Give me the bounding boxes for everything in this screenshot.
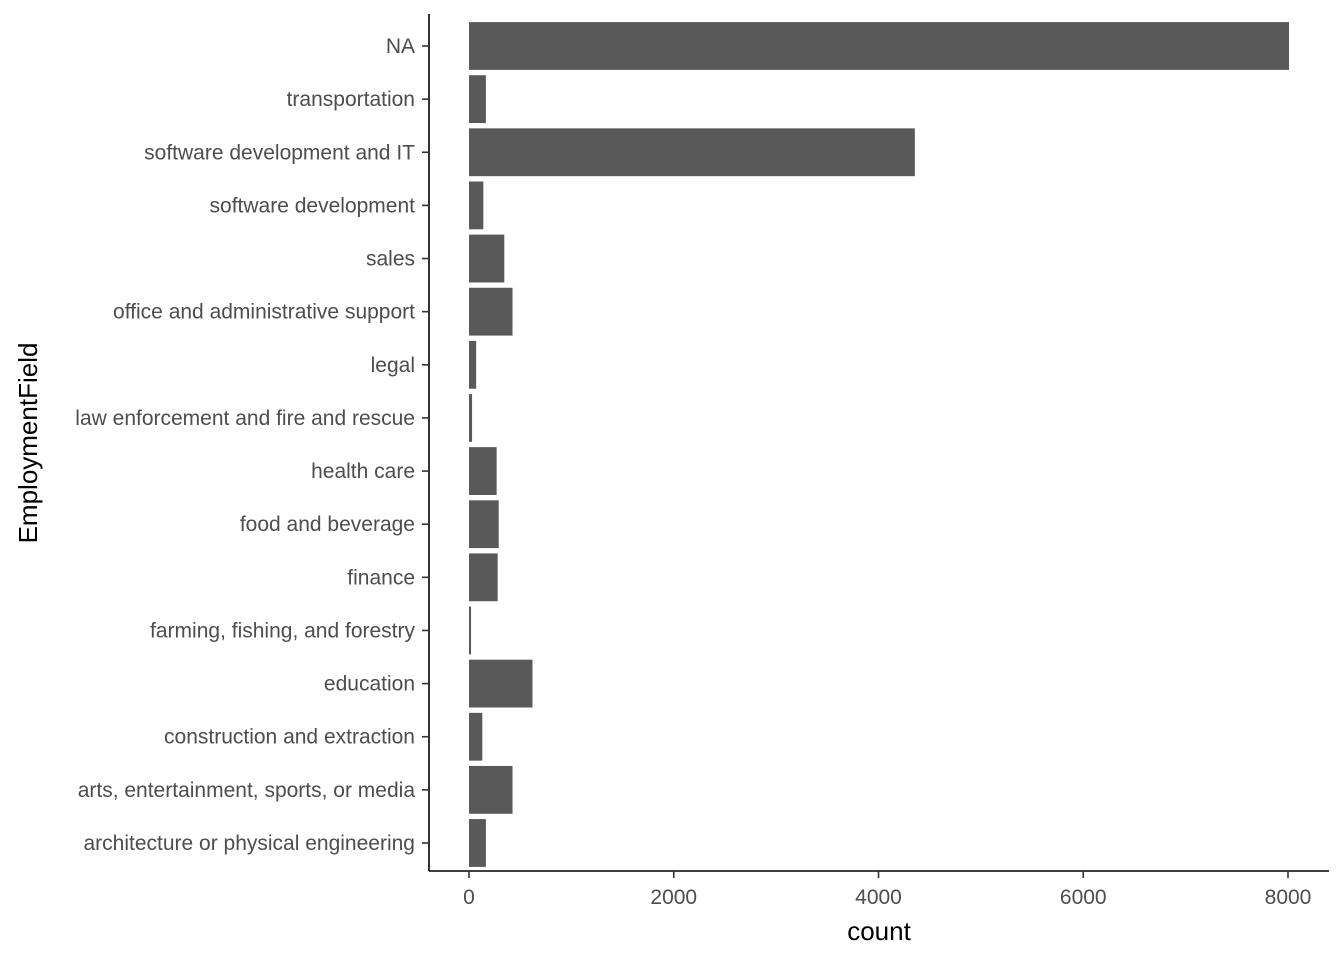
bar-health-care [469,447,497,495]
y-tick-label-software-development: software development [210,194,416,217]
bar-farming-fishing-and-forestry [469,606,472,655]
y-tick-label-arts-entertainment-sports-or-media: arts, entertainment, sports, or media [78,779,416,802]
x-tick-label-0: 0 [463,886,475,909]
y-tick-label-legal: legal [371,354,415,377]
x-axis-title: count [847,916,911,946]
bar-sales [469,234,505,283]
bar-construction-and-extraction [469,712,483,761]
y-tick-label-construction-and-extraction: construction and extraction [164,726,415,749]
x-tick-label-2000: 2000 [650,886,697,909]
bar-finance [469,553,498,602]
x-tick-label-4000: 4000 [855,886,902,909]
bar-architecture-or-physical-engineering [469,819,486,867]
y-tick-label-architecture-or-physical-engineering: architecture or physical engineering [83,832,415,855]
y-axis: architecture or physical engineering arts… [75,14,430,871]
x-tick-label-8000: 8000 [1265,886,1312,909]
y-tick-label-education: education [324,673,415,696]
bar-software-development [469,181,484,230]
y-tick-label-office-and-administrative-support: office and administrative support [113,301,415,324]
bar-arts-entertainment-sports-or-media [469,765,513,814]
y-tick-label-farming-fishing-and-forestry: farming, fishing, and forestry [150,619,415,642]
y-tick-label-health-care: health care [311,460,415,483]
y-axis-title: EmploymentField [13,343,43,544]
x-tick-label-6000: 6000 [1060,886,1107,909]
bar-na [469,22,1290,70]
y-tick-label-law-enforcement-and-fire-and-rescue: law enforcement and fire and rescue [75,407,415,430]
x-axis: 0 2000 4000 6000 8000 [429,870,1329,909]
bar-law-enforcement-and-fire-and-rescue [469,394,473,442]
bar-software-development-and-it [469,128,915,177]
y-tick-label-na: NA [386,35,415,58]
bars-group [469,22,1290,867]
bar-legal [469,340,477,389]
bar-transportation [469,75,486,124]
y-tick-label-food-and-beverage: food and beverage [240,513,415,536]
y-tick-label-sales: sales [366,248,415,271]
y-tick-label-software-development-and-it: software development and IT [144,141,415,164]
bar-food-and-beverage [469,500,499,549]
bar-education [469,659,533,708]
y-tick-label-finance: finance [347,566,415,589]
bar-office-and-administrative-support [469,287,513,336]
y-tick-label-transportation: transportation [287,88,415,111]
